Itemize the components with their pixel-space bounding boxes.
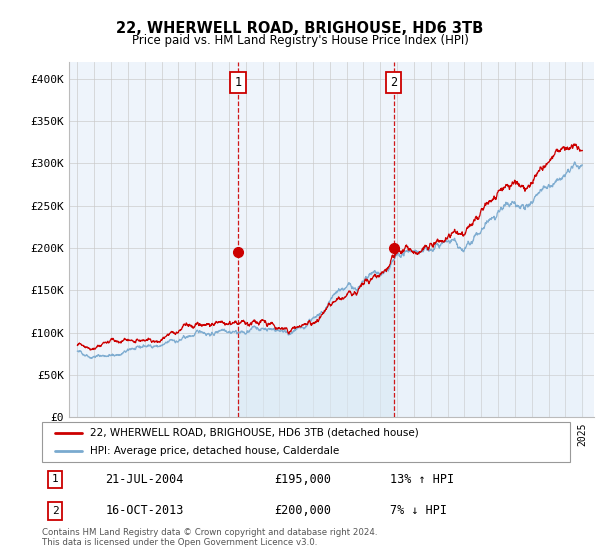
Text: 1: 1 — [52, 474, 59, 484]
Text: 7% ↓ HPI: 7% ↓ HPI — [391, 504, 448, 517]
Text: 22, WHERWELL ROAD, BRIGHOUSE, HD6 3TB (detached house): 22, WHERWELL ROAD, BRIGHOUSE, HD6 3TB (d… — [89, 428, 418, 437]
Text: 1: 1 — [235, 76, 242, 89]
Text: 2: 2 — [52, 506, 59, 516]
Text: 13% ↑ HPI: 13% ↑ HPI — [391, 473, 455, 486]
Text: 21-JUL-2004: 21-JUL-2004 — [106, 473, 184, 486]
Text: 22, WHERWELL ROAD, BRIGHOUSE, HD6 3TB: 22, WHERWELL ROAD, BRIGHOUSE, HD6 3TB — [116, 21, 484, 36]
Text: Contains HM Land Registry data © Crown copyright and database right 2024.
This d: Contains HM Land Registry data © Crown c… — [42, 528, 377, 547]
Text: 16-OCT-2013: 16-OCT-2013 — [106, 504, 184, 517]
Text: HPI: Average price, detached house, Calderdale: HPI: Average price, detached house, Cald… — [89, 446, 339, 456]
Text: £200,000: £200,000 — [274, 504, 331, 517]
Text: Price paid vs. HM Land Registry's House Price Index (HPI): Price paid vs. HM Land Registry's House … — [131, 34, 469, 46]
FancyBboxPatch shape — [42, 422, 570, 462]
Text: £195,000: £195,000 — [274, 473, 331, 486]
Text: 2: 2 — [390, 76, 397, 89]
